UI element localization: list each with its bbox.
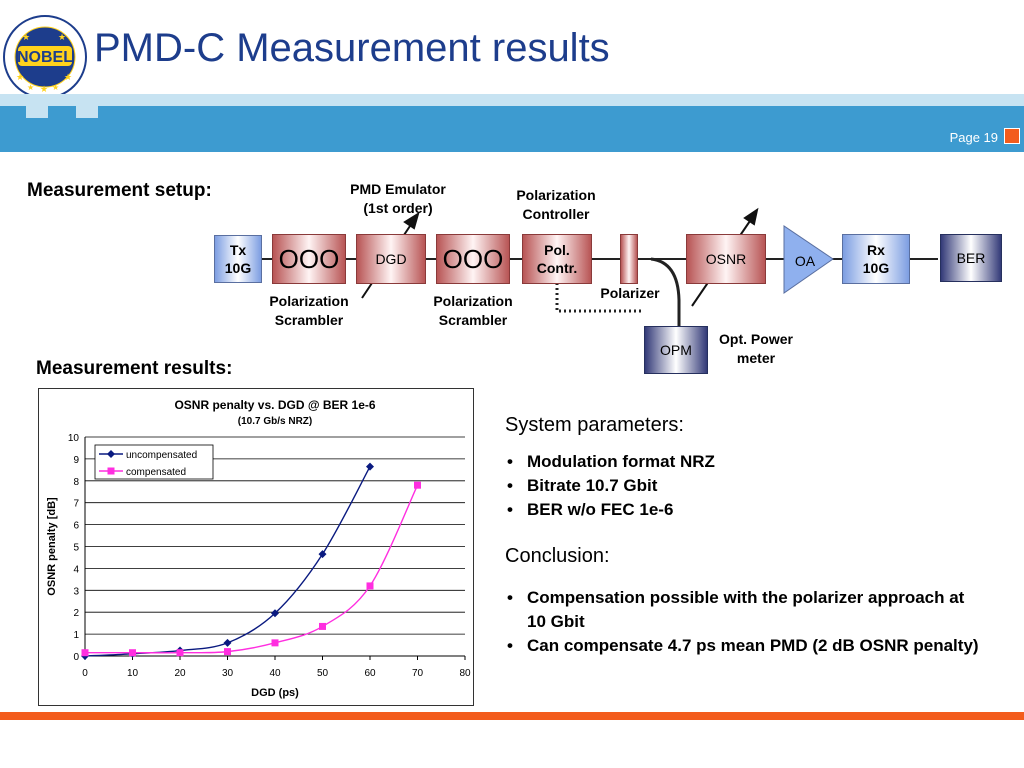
x-tick-label: 40 <box>269 668 281 679</box>
y-tick-label: 6 <box>73 521 79 532</box>
list-item: Modulation format NRZ <box>505 450 825 474</box>
results-heading: Measurement results: <box>36 358 233 379</box>
pol-contr-box: Pol. Contr. <box>522 234 592 284</box>
pol-controller-label: Polarization Controller <box>516 187 596 222</box>
system-heading: System parameters: <box>505 414 684 436</box>
setup-heading: Measurement setup: <box>27 180 212 201</box>
page-number: Page 19 <box>949 130 998 145</box>
polarizer-label: Polarizer <box>600 285 660 301</box>
data-point-compensated <box>366 582 374 590</box>
data-point-compensated <box>81 649 89 657</box>
conclusion-heading: Conclusion: <box>505 545 610 567</box>
list-item: Can compensate 4.7 ps mean PMD (2 dB OSN… <box>505 634 985 658</box>
y-tick-label: 1 <box>73 630 79 641</box>
list-item: BER w/o FEC 1e-6 <box>505 498 825 522</box>
data-point-uncompensated <box>271 609 279 618</box>
header-band-cutout <box>76 106 98 118</box>
y-tick-label: 5 <box>73 543 79 554</box>
svg-text:NOBEL: NOBEL <box>17 49 73 66</box>
list-item: Compensation possible with the polarizer… <box>505 586 985 634</box>
osnr-chart: OSNR penalty vs. DGD @ BER 1e-6 (10.7 Gb/… <box>38 388 474 706</box>
data-point-uncompensated <box>318 550 327 559</box>
page-title: PMD-C Measurement results <box>94 26 610 70</box>
ber-box: BER <box>940 234 1002 282</box>
header-band-cutout <box>26 106 48 118</box>
y-tick-label: 9 <box>73 455 79 466</box>
oa-label: OA <box>794 253 816 269</box>
coil-icon: OOO <box>278 244 340 274</box>
nobel-logo: ★ ★ ★ ★ ★★ ★ NOBEL <box>3 15 87 99</box>
chart-subtitle: (10.7 Gb/s NRZ) <box>238 416 312 427</box>
x-tick-label: 20 <box>174 668 186 679</box>
y-tick-label: 7 <box>73 499 79 510</box>
osnr-box: OSNR <box>686 234 766 284</box>
legend-label-compensated: compensated <box>126 467 186 478</box>
y-tick-label: 8 <box>73 477 79 488</box>
x-axis-label: DGD (ps) <box>251 687 299 699</box>
list-item: Bitrate 10.7 Gbit <box>505 474 825 498</box>
polarizer-element <box>620 234 638 284</box>
pmd-emulator-label: PMD Emulator (1st order) <box>350 181 446 216</box>
data-point-compensated <box>224 648 231 656</box>
svg-text:★: ★ <box>40 84 48 94</box>
svg-text:★: ★ <box>16 72 24 82</box>
opm-description: Opt. Power meter <box>719 331 793 366</box>
dgd-label: DGD <box>375 251 407 267</box>
dgd-box: DGD <box>356 234 426 284</box>
osnr-label: OSNR <box>705 251 747 267</box>
svg-text:★: ★ <box>22 32 30 42</box>
y-tick-label: 4 <box>73 564 79 575</box>
x-tick-label: 60 <box>364 668 376 679</box>
x-tick-label: 30 <box>222 668 234 679</box>
svg-text:★: ★ <box>52 83 59 92</box>
svg-text:★: ★ <box>27 83 34 92</box>
x-tick-label: 10 <box>127 668 139 679</box>
x-tick-label: 70 <box>412 668 424 679</box>
y-tick-label: 3 <box>73 586 79 597</box>
y-tick-label: 0 <box>73 652 79 663</box>
tx-box: Tx 10G <box>214 235 262 283</box>
x-tick-label: 80 <box>459 668 471 679</box>
chart-canvas: OSNR penalty vs. DGD @ BER 1e-6 (10.7 Gb/… <box>46 398 471 699</box>
system-list: Modulation format NRZ Bitrate 10.7 Gbit … <box>505 450 825 522</box>
y-tick-label: 2 <box>73 608 79 619</box>
svg-text:★: ★ <box>64 72 72 82</box>
legend-marker-uncompensated <box>107 450 115 458</box>
scrambler-box-2: OOO <box>436 234 510 284</box>
data-point-compensated <box>176 649 184 657</box>
header-band-main <box>0 106 1024 152</box>
scrambler-2-label: Polarization Scrambler <box>433 293 513 328</box>
star-icon: ★ ★ ★ ★ ★★ ★ <box>16 32 72 94</box>
y-axis-label: OSNR penalty [dB] <box>46 497 58 596</box>
page-marker <box>1004 128 1020 144</box>
scrambler-box-1: OOO <box>272 234 346 284</box>
data-point-uncompensated <box>366 462 374 471</box>
data-point-compensated <box>271 639 279 647</box>
conclusion-list: Compensation possible with the polarizer… <box>505 586 985 658</box>
series-line-uncompensated <box>84 466 371 657</box>
coil-icon: OOO <box>442 244 504 274</box>
data-point-compensated <box>129 649 136 657</box>
data-point-uncompensated <box>223 638 232 647</box>
footer-bar <box>0 712 1024 720</box>
legend-label-uncompensated: uncompensated <box>126 450 197 461</box>
series-line-compensated <box>84 484 419 654</box>
scrambler-1-label: Polarization Scrambler <box>269 293 349 328</box>
y-tick-label: 10 <box>68 433 80 444</box>
svg-text:★: ★ <box>58 32 66 42</box>
rx-box: Rx 10G <box>842 234 910 284</box>
chart-title: OSNR penalty vs. DGD @ BER 1e-6 <box>174 398 375 412</box>
x-tick-label: 0 <box>82 668 88 679</box>
legend-marker-compensated <box>107 467 115 475</box>
x-tick-label: 50 <box>317 668 329 679</box>
chart-legend <box>94 444 214 480</box>
header-band-light <box>0 94 1024 106</box>
data-point-compensated <box>414 481 421 489</box>
opm-box: OPM <box>644 326 708 374</box>
data-point-compensated <box>319 622 326 630</box>
